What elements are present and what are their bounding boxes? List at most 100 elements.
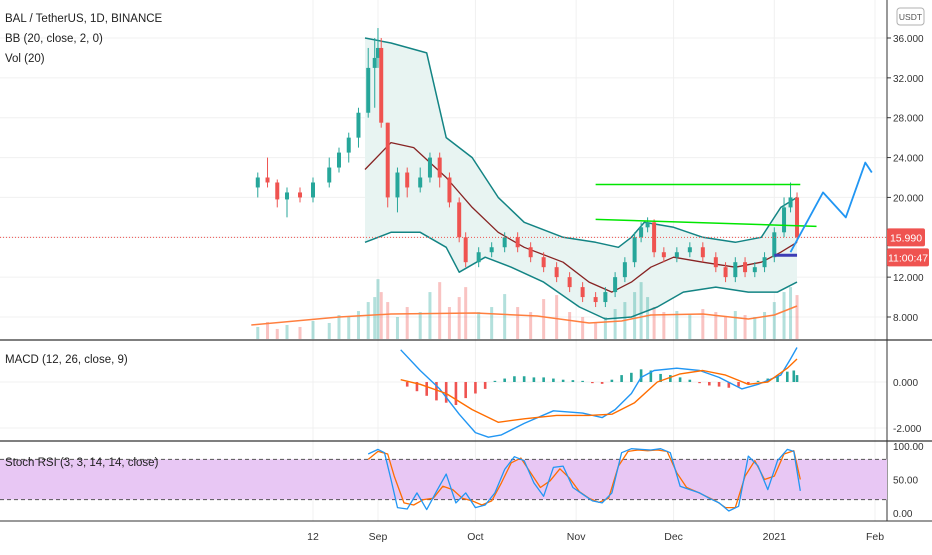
volume-bar — [603, 317, 607, 339]
candle-body — [255, 177, 260, 188]
time-tick-label: 12 — [307, 531, 319, 543]
volume-bar — [347, 317, 351, 339]
candle-body — [674, 252, 679, 258]
volume-bar — [763, 312, 767, 339]
volume-bar — [688, 315, 692, 339]
volume-bar — [542, 299, 546, 339]
macd-histogram-bar — [493, 380, 497, 382]
macd-histogram-bar — [474, 382, 477, 394]
volume-bar — [782, 292, 786, 339]
user-drawings[interactable] — [595, 161, 873, 257]
volume-bar — [311, 320, 315, 339]
candle-body — [580, 287, 585, 298]
price-tick-label: 36.000 — [893, 34, 924, 45]
macd-histogram-bar — [688, 379, 692, 382]
candle-body — [356, 112, 361, 138]
volume-bar — [724, 317, 728, 339]
time-axis[interactable]: 12 Sep Oct Nov Dec 2021 Feb — [307, 531, 884, 543]
volume-bar — [285, 324, 289, 339]
candle-body — [743, 262, 748, 273]
macd-histogram-bar — [792, 370, 796, 382]
macd-histogram-bar — [425, 382, 428, 396]
price-axis[interactable]: 36.00032.00028.00024.00020.00016.00012.0… — [887, 34, 924, 324]
macd-histogram-bar — [785, 371, 789, 382]
price-tick-label: 8.000 — [893, 313, 918, 324]
macd-histogram-bar — [698, 382, 701, 384]
stoch-rsi-tick-label: 100.00 — [893, 442, 924, 453]
time-tick-label: 2021 — [763, 531, 787, 543]
candle-body — [795, 197, 800, 238]
volume-bar — [447, 307, 451, 339]
volume-bar — [298, 326, 302, 339]
candle-body — [639, 227, 644, 238]
candle-body — [265, 177, 270, 183]
main-legend[interactable]: BAL / TetherUS, 1D, BINANCE BB (20, clos… — [5, 13, 163, 65]
macd-pane[interactable] — [400, 347, 799, 438]
candle-body — [476, 252, 481, 263]
volume-bar — [327, 322, 331, 339]
volume-bar — [594, 321, 598, 339]
stoch-rsi-axis[interactable]: 100.00 50.00 0.00 — [893, 442, 924, 520]
macd-histogram-bar — [756, 380, 760, 382]
volume-bar — [457, 297, 461, 339]
volume-bar — [428, 292, 432, 339]
candle-body — [661, 252, 666, 258]
time-tick-label: Feb — [866, 531, 884, 543]
projection-path — [789, 161, 873, 253]
volume-bar — [516, 307, 520, 339]
macd-axis[interactable]: 0.000 -2.000 — [893, 378, 922, 435]
candle-body — [502, 237, 507, 248]
volume-ma-line — [251, 305, 798, 326]
price-tick-label: 32.000 — [893, 74, 924, 85]
candle-body — [772, 232, 777, 258]
candle-body — [632, 237, 637, 263]
candle-body — [395, 172, 400, 198]
volume-bar — [266, 321, 270, 339]
candle-body — [782, 207, 787, 233]
volume-bar — [503, 294, 507, 339]
candle-body — [427, 157, 432, 178]
macd-histogram-bar — [610, 379, 614, 382]
candle-body — [554, 267, 559, 278]
bb-upper-line — [364, 37, 798, 249]
candle-body — [622, 262, 627, 278]
resistance-line-lower[interactable] — [595, 218, 817, 228]
candle-body — [489, 247, 494, 253]
macd-histogram-bar — [776, 375, 779, 382]
macd-histogram-bar — [454, 382, 458, 405]
candle-body — [346, 137, 351, 153]
volume-bar — [753, 317, 757, 339]
macd-histogram-bar — [483, 382, 487, 389]
stoch-rsi-tick-label: 50.00 — [893, 476, 918, 487]
candle-body — [418, 177, 423, 188]
macd-histogram-bar — [542, 377, 545, 382]
candle-body — [405, 172, 410, 188]
volume-bar — [477, 312, 481, 339]
candle-body — [645, 222, 650, 228]
volume-bar — [789, 287, 793, 339]
stoch-rsi-pane[interactable] — [0, 448, 887, 512]
stoch-rsi-legend[interactable]: Stoch RSI (3, 3, 14, 14, close) — [5, 457, 159, 469]
volume-bar — [639, 282, 643, 339]
time-tick-label: Dec — [664, 531, 683, 543]
macd-histogram-bar — [522, 376, 526, 382]
volume-bar — [555, 295, 559, 339]
macd-histogram-bar — [581, 380, 584, 382]
volume-bar — [356, 311, 360, 339]
volume-bar — [395, 317, 399, 339]
volume-bar — [613, 309, 617, 339]
candle-body — [687, 247, 692, 253]
currency-button[interactable]: USDT — [896, 7, 925, 26]
time-tick-label: Oct — [467, 531, 483, 543]
candle-body — [463, 237, 468, 263]
macd-histogram-bar — [717, 382, 721, 387]
candle-body — [366, 67, 371, 113]
main-pane[interactable] — [0, 28, 887, 339]
macd-histogram-bar — [747, 382, 750, 385]
macd-legend[interactable]: MACD (12, 26, close, 9) — [5, 354, 128, 366]
volume-bars — [256, 279, 799, 339]
candle-body — [723, 267, 728, 278]
bb-lower-line — [364, 231, 798, 320]
